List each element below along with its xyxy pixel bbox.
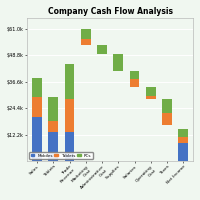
Bar (178, 129, 188, 137)
Bar (65, 64, 74, 99)
Bar (97, 45, 107, 54)
Bar (162, 99, 172, 113)
Bar (48, 121, 58, 132)
Title: Company Cash Flow Analysis: Company Cash Flow Analysis (48, 7, 173, 16)
Bar (65, 99, 74, 132)
Bar (81, 39, 91, 45)
Bar (146, 96, 156, 99)
Bar (146, 87, 156, 96)
Bar (113, 54, 123, 71)
Bar (178, 137, 188, 143)
Bar (32, 117, 42, 161)
Bar (48, 132, 58, 161)
Bar (65, 132, 74, 161)
Bar (32, 78, 42, 97)
Bar (130, 79, 139, 87)
Bar (162, 113, 172, 125)
Bar (32, 97, 42, 117)
Bar (81, 29, 91, 39)
Bar (130, 71, 139, 79)
Bar (48, 97, 58, 121)
Bar (178, 143, 188, 161)
Legend: Mobiles, Tablets, PCs: Mobiles, Tablets, PCs (29, 152, 93, 159)
